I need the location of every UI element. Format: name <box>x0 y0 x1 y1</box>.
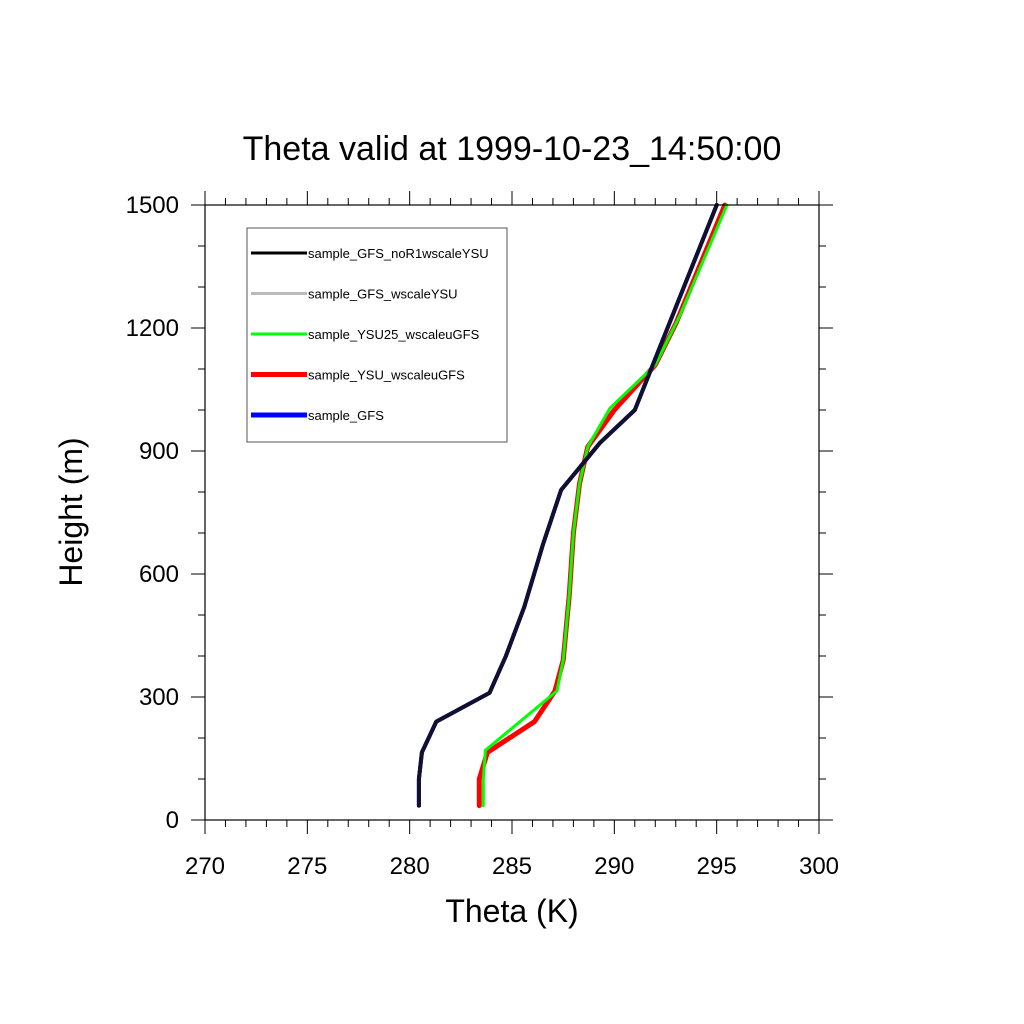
legend-label: sample_GFS_noR1wscaleYSU <box>308 246 489 261</box>
series-line-sample_GFS_noR1wscaleYSU <box>416 203 719 808</box>
tick-labels: 270 275 280 285 290 295 300 0 300 600 900 1200 1500 <box>126 192 839 880</box>
legend: sample_GFS_noR1wscaleYSU sample_GFS_wscal… <box>246 227 508 443</box>
y-tick-label: 0 <box>166 807 179 834</box>
chart-title: Theta valid at 1999-10-23_14:50:00 <box>243 130 782 168</box>
x-tick-label: 295 <box>697 853 737 880</box>
x-tick-label: 280 <box>390 853 430 880</box>
x-tick-label: 270 <box>185 853 225 880</box>
axis-ticks <box>191 191 833 834</box>
y-tick-label: 1500 <box>126 192 179 219</box>
y-tick-label: 300 <box>139 684 179 711</box>
series-line-sample_YSU25_wscaleuGFS <box>481 203 729 808</box>
series-lines <box>416 202 729 809</box>
y-tick-label: 600 <box>139 561 179 588</box>
plot-frame <box>204 204 820 821</box>
x-tick-label: 275 <box>287 853 327 880</box>
y-axis-label: Height (m) <box>53 437 89 586</box>
legend-label: sample_GFS_wscaleYSU <box>308 287 458 302</box>
legend-label: sample_YSU_wscaleuGFS <box>308 368 465 383</box>
x-tick-label: 300 <box>799 853 839 880</box>
y-tick-label: 1200 <box>126 315 179 342</box>
legend-label: sample_YSU25_wscaleuGFS <box>308 327 480 342</box>
x-tick-label: 290 <box>594 853 634 880</box>
x-tick-label: 285 <box>492 853 532 880</box>
y-tick-label: 900 <box>139 438 179 465</box>
legend-label: sample_GFS <box>308 408 384 423</box>
x-axis-label: Theta (K) <box>445 893 578 929</box>
